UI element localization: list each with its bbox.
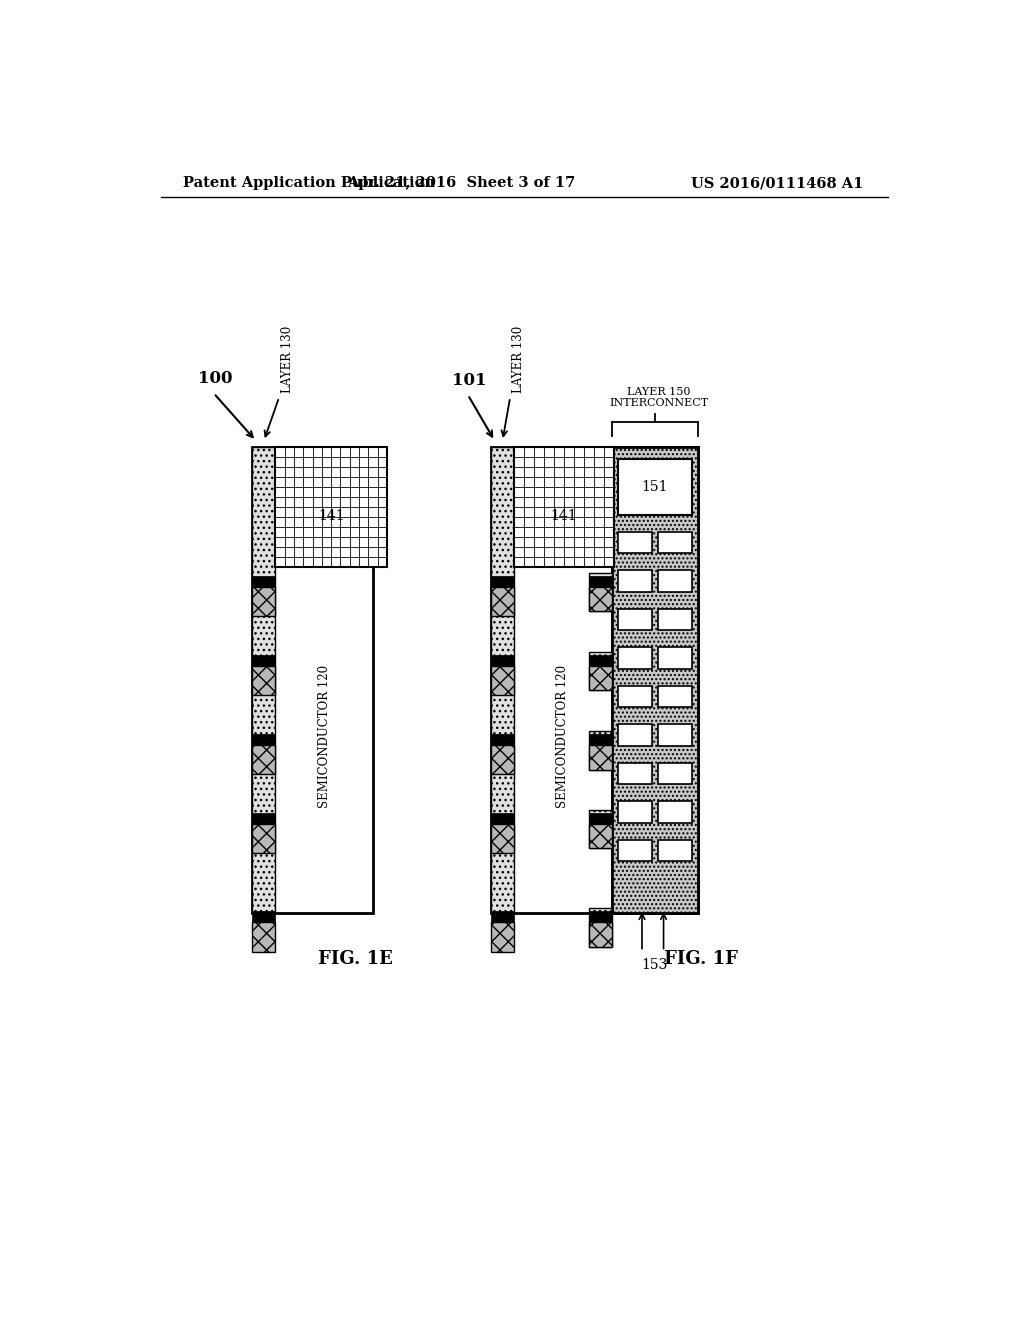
Bar: [658, 570, 692, 591]
Bar: [658, 532, 692, 553]
Bar: [617, 686, 652, 708]
Bar: [611, 447, 698, 913]
Bar: [589, 655, 611, 665]
Bar: [658, 686, 692, 708]
Bar: [589, 824, 611, 849]
Bar: [589, 586, 611, 611]
Text: SEMICONDUCTOR 120: SEMICONDUCTOR 120: [556, 664, 569, 808]
Bar: [589, 652, 611, 690]
Text: 101: 101: [453, 372, 486, 388]
Text: FIG. 1E: FIG. 1E: [317, 950, 392, 968]
Bar: [252, 665, 275, 696]
Bar: [589, 911, 611, 923]
Text: 141: 141: [317, 510, 344, 523]
Bar: [490, 665, 514, 696]
Text: 153: 153: [642, 958, 668, 973]
Bar: [252, 655, 275, 665]
Bar: [514, 447, 614, 566]
Bar: [490, 911, 514, 923]
Bar: [589, 576, 611, 586]
Bar: [589, 665, 611, 690]
Text: FIG. 1F: FIG. 1F: [665, 950, 738, 968]
Text: LAYER 150: LAYER 150: [627, 387, 690, 397]
Bar: [490, 824, 514, 853]
Bar: [252, 813, 275, 824]
Bar: [252, 923, 275, 952]
Bar: [658, 647, 692, 669]
Bar: [252, 911, 275, 923]
Bar: [490, 447, 514, 913]
Bar: [589, 573, 611, 611]
Bar: [658, 609, 692, 631]
Bar: [617, 840, 652, 862]
Bar: [490, 744, 514, 775]
Bar: [617, 801, 652, 822]
Bar: [490, 586, 514, 615]
Bar: [490, 447, 611, 913]
Bar: [658, 763, 692, 784]
Text: 100: 100: [198, 370, 232, 387]
Text: LAYER 130: LAYER 130: [512, 326, 524, 393]
Bar: [490, 576, 514, 586]
Bar: [275, 447, 387, 566]
Bar: [589, 908, 611, 946]
Text: 141: 141: [551, 510, 578, 523]
Bar: [589, 744, 611, 770]
Bar: [589, 923, 611, 946]
Text: Apr. 21, 2016  Sheet 3 of 17: Apr. 21, 2016 Sheet 3 of 17: [347, 176, 575, 190]
Bar: [589, 813, 611, 824]
Bar: [490, 923, 514, 952]
Bar: [490, 655, 514, 665]
Bar: [252, 447, 275, 913]
Bar: [617, 532, 652, 553]
Text: 151: 151: [642, 480, 669, 494]
Bar: [252, 734, 275, 744]
Bar: [252, 824, 275, 853]
Bar: [658, 725, 692, 746]
Text: SEMICONDUCTOR 120: SEMICONDUCTOR 120: [317, 664, 331, 808]
Bar: [617, 763, 652, 784]
Text: Patent Application Publication: Patent Application Publication: [183, 176, 435, 190]
Bar: [617, 609, 652, 631]
Bar: [589, 731, 611, 770]
Text: INTERCONNECT: INTERCONNECT: [609, 397, 709, 408]
Bar: [589, 734, 611, 744]
Bar: [490, 813, 514, 824]
Text: US 2016/0111468 A1: US 2016/0111468 A1: [691, 176, 863, 190]
Bar: [658, 840, 692, 862]
Bar: [252, 447, 373, 913]
Bar: [252, 576, 275, 586]
Bar: [658, 801, 692, 822]
Bar: [617, 570, 652, 591]
Bar: [611, 447, 698, 913]
Bar: [589, 810, 611, 849]
Bar: [617, 725, 652, 746]
Bar: [252, 744, 275, 775]
Bar: [617, 459, 692, 515]
Bar: [490, 734, 514, 744]
Bar: [252, 586, 275, 615]
Bar: [617, 647, 652, 669]
Text: LAYER 130: LAYER 130: [281, 326, 294, 393]
